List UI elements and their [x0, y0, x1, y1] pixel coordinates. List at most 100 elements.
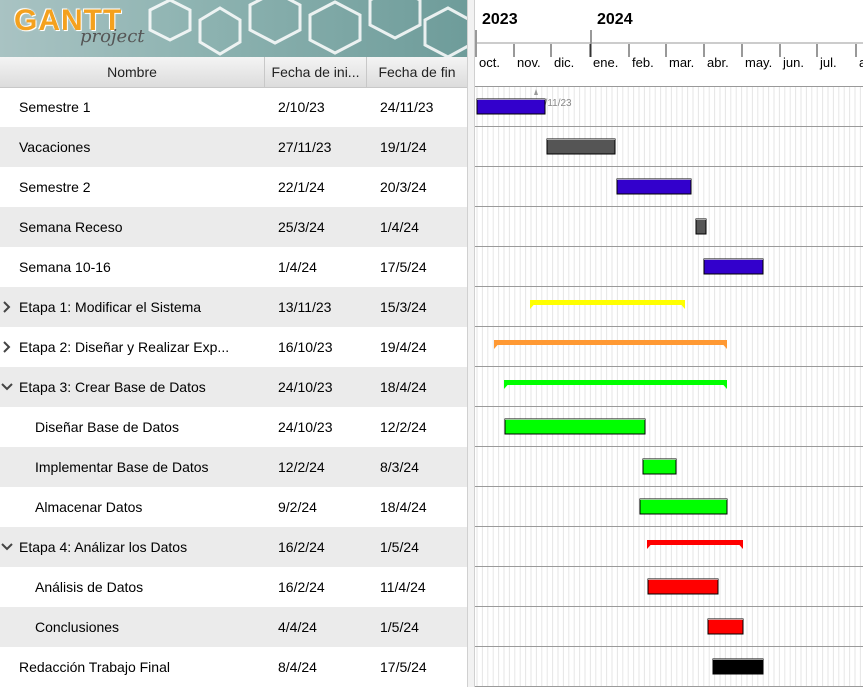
task-name[interactable]: Etapa 4: Análizar los Datos: [19, 539, 188, 555]
table-row[interactable]: Etapa 1: Modificar el Sistema 13/11/23 15/…: [0, 287, 467, 327]
task-bar[interactable]: [712, 658, 764, 675]
task-end-date[interactable]: 12/2/24: [380, 419, 427, 435]
task-end-date[interactable]: 19/1/24: [380, 139, 427, 155]
task-bar[interactable]: [695, 218, 707, 235]
task-bar[interactable]: [707, 618, 744, 635]
task-end-date[interactable]: 8/3/24: [380, 459, 419, 475]
task-name[interactable]: Etapa 3: Crear Base de Datos: [19, 379, 206, 395]
month-label: mar.: [669, 55, 694, 70]
task-start-date[interactable]: 2/10/23: [278, 99, 325, 115]
split-pane-divider[interactable]: [467, 0, 475, 687]
task-start-date[interactable]: 1/4/24: [278, 259, 317, 275]
table-row[interactable]: Semestre 2 22/1/24 20/3/24: [0, 167, 467, 207]
table-row[interactable]: Etapa 2: Diseñar y Realizar Exp... 16/10/…: [0, 327, 467, 367]
task-name[interactable]: Conclusiones: [35, 619, 120, 635]
task-end-date[interactable]: 19/4/24: [380, 339, 427, 355]
chevron-right-icon[interactable]: [0, 340, 14, 354]
task-start-date[interactable]: 25/3/24: [278, 219, 325, 235]
task-end-date[interactable]: 24/11/23: [380, 99, 434, 115]
table-row[interactable]: Conclusiones 4/4/24 1/5/24: [0, 607, 467, 647]
task-end-date[interactable]: 1/5/24: [380, 539, 419, 555]
task-table-panel: GANTT project Nombre Fecha de ini... Fec…: [0, 0, 467, 687]
chevron-down-icon[interactable]: [0, 540, 14, 554]
task-end-date[interactable]: 1/4/24: [380, 219, 419, 235]
column-header-name[interactable]: Nombre: [0, 57, 265, 87]
gantt-chart-canvas: 2023 2024 oct. nov. dic. ene. feb. mar. abr. may.…: [475, 0, 863, 687]
task-end-date[interactable]: 15/3/24: [380, 299, 427, 315]
task-start-date[interactable]: 8/4/24: [278, 659, 317, 675]
task-name[interactable]: Etapa 1: Modificar el Sistema: [19, 299, 202, 315]
column-header-end-date[interactable]: Fecha de fin: [378, 64, 456, 80]
task-bar[interactable]: [476, 98, 546, 115]
year-label: 2024: [597, 11, 633, 28]
task-start-date[interactable]: 27/11/23: [278, 139, 332, 155]
month-label: feb.: [632, 55, 654, 70]
task-start-date[interactable]: 16/2/24: [278, 539, 325, 555]
task-bar[interactable]: [647, 578, 719, 595]
month-label: jun.: [782, 55, 804, 70]
task-name[interactable]: Semana 10-16: [19, 259, 111, 275]
logo-subtitle: project: [80, 26, 145, 47]
task-bar[interactable]: [504, 418, 646, 435]
summary-bar-end-cap: [719, 340, 727, 349]
table-row[interactable]: Redacción Trabajo Final 8/4/24 17/5/24: [0, 647, 467, 687]
summary-bar[interactable]: [530, 300, 685, 305]
table-row[interactable]: Semana 10-16 1/4/24 17/5/24: [0, 247, 467, 287]
task-start-date[interactable]: 9/2/24: [278, 499, 317, 515]
task-bar[interactable]: [616, 178, 692, 195]
summary-bar[interactable]: [504, 380, 727, 385]
task-start-date[interactable]: 16/2/24: [278, 579, 325, 595]
column-header-start-date[interactable]: Fecha de ini...: [265, 57, 367, 87]
table-row[interactable]: Vacaciones 27/11/23 19/1/24: [0, 127, 467, 167]
task-name[interactable]: Vacaciones: [19, 139, 91, 155]
task-end-date[interactable]: 17/5/24: [380, 259, 427, 275]
table-row[interactable]: Semestre 1 2/10/23 24/11/23: [0, 87, 467, 127]
task-bar[interactable]: [639, 498, 728, 515]
task-start-date[interactable]: 24/10/23: [278, 379, 333, 395]
summary-bar-start-cap: [494, 340, 502, 349]
table-row[interactable]: Etapa 3: Crear Base de Datos 24/10/23 18/4…: [0, 367, 467, 407]
task-name[interactable]: Diseñar Base de Datos: [35, 419, 179, 435]
task-end-date[interactable]: 18/4/24: [380, 499, 427, 515]
task-end-date[interactable]: 11/4/24: [380, 579, 426, 595]
table-row[interactable]: Implementar Base de Datos 12/2/24 8/3/24: [0, 447, 467, 487]
summary-bar[interactable]: [647, 540, 743, 545]
summary-bar-end-cap: [735, 540, 743, 549]
task-bar[interactable]: [546, 138, 616, 155]
year-label: 2023: [482, 11, 518, 28]
month-label: oct.: [479, 55, 500, 70]
summary-bar[interactable]: [494, 340, 727, 345]
task-start-date[interactable]: 22/1/24: [278, 179, 325, 195]
task-name[interactable]: Implementar Base de Datos: [35, 459, 209, 475]
task-start-date[interactable]: 4/4/24: [278, 619, 317, 635]
task-name[interactable]: Almacenar Datos: [35, 499, 143, 515]
task-bar[interactable]: [642, 458, 677, 475]
task-name[interactable]: Etapa 2: Diseñar y Realizar Exp...: [19, 339, 230, 355]
table-row[interactable]: Etapa 4: Análizar los Datos 16/2/24 1/5/24: [0, 527, 467, 567]
task-end-date[interactable]: 17/5/24: [380, 659, 427, 675]
task-name[interactable]: Semestre 1: [19, 99, 91, 115]
task-bar[interactable]: [703, 258, 764, 275]
task-start-date[interactable]: 12/2/24: [278, 459, 325, 475]
table-row[interactable]: Diseñar Base de Datos 24/10/23 12/2/24: [0, 407, 467, 447]
chevron-right-icon[interactable]: [0, 300, 14, 314]
summary-bar-end-cap: [677, 300, 685, 309]
task-start-date[interactable]: 13/11/23: [278, 299, 332, 315]
task-name[interactable]: Análisis de Datos: [35, 579, 144, 595]
task-end-date[interactable]: 18/4/24: [380, 379, 427, 395]
table-column-header: Nombre Fecha de ini... Fecha de fin: [0, 57, 467, 88]
task-name[interactable]: Semana Receso: [19, 219, 123, 235]
task-name[interactable]: Redacción Trabajo Final: [19, 659, 170, 675]
task-start-date[interactable]: 16/10/23: [278, 339, 333, 355]
task-end-date[interactable]: 1/5/24: [380, 619, 419, 635]
task-end-date[interactable]: 20/3/24: [380, 179, 427, 195]
gantt-chart-panel: 2023 2024 oct. nov. dic. ene. feb. mar. abr. may.…: [475, 0, 863, 687]
table-row[interactable]: Análisis de Datos 16/2/24 11/4/24: [0, 567, 467, 607]
table-row[interactable]: Almacenar Datos 9/2/24 18/4/24: [0, 487, 467, 527]
task-name[interactable]: Semestre 2: [19, 179, 91, 195]
month-label: abr.: [707, 55, 729, 70]
task-start-date[interactable]: 24/10/23: [278, 419, 333, 435]
table-row[interactable]: Semana Receso 25/3/24 1/4/24: [0, 207, 467, 247]
month-label: ene.: [593, 55, 618, 70]
chevron-down-icon[interactable]: [0, 380, 14, 394]
